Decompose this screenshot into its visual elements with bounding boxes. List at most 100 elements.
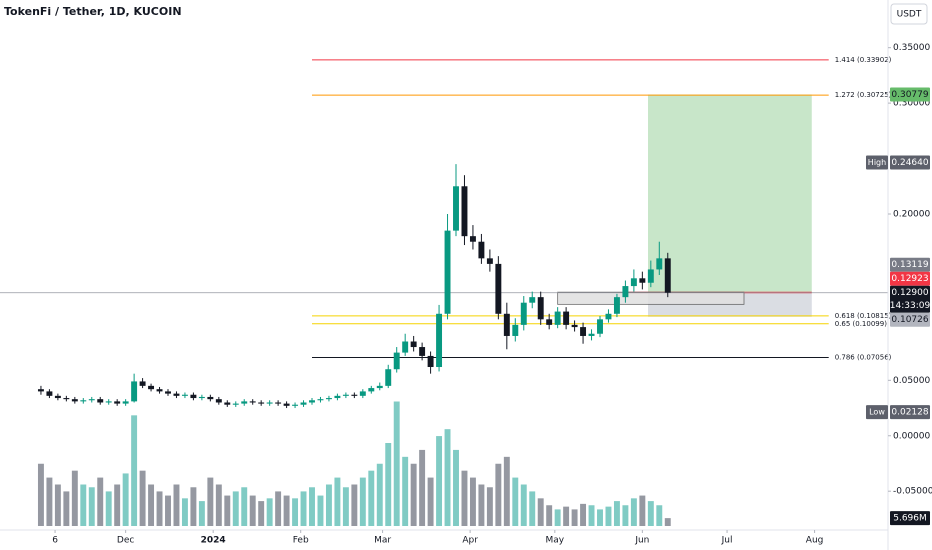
candle-body	[605, 313, 612, 320]
volume-bar	[546, 505, 553, 526]
candle-body	[241, 401, 248, 404]
x-tick-label: Dec	[117, 536, 134, 546]
volume-bar	[114, 484, 121, 526]
volume-bar	[486, 487, 493, 526]
candle-body	[215, 399, 222, 403]
candle-body	[393, 352, 400, 370]
fib-label: 0.65 (0.10099)	[835, 320, 887, 328]
currency-label[interactable]: USDT	[897, 10, 922, 20]
volume-bar	[571, 509, 578, 526]
volume-bar	[309, 487, 315, 526]
candle-body	[486, 258, 493, 264]
fib-label: 0.618 (0.10815)	[835, 312, 892, 320]
volume-label-box	[890, 511, 930, 526]
candle-body	[71, 399, 78, 402]
candle-body	[664, 258, 671, 293]
candle-body	[292, 404, 299, 406]
candle-body	[469, 236, 476, 242]
candle-body	[131, 381, 138, 402]
currency-button[interactable]	[890, 3, 928, 25]
volume-bar	[181, 498, 188, 526]
candle-body	[630, 278, 637, 287]
y-tick-label: 0.20000	[893, 209, 930, 219]
candle-body	[309, 400, 315, 403]
volume-bar	[224, 495, 231, 526]
candle-body	[139, 381, 146, 386]
volume-bar	[325, 484, 332, 526]
volume-bar	[647, 501, 654, 526]
volume-bar	[165, 495, 171, 526]
candle-body	[461, 186, 468, 237]
fib-label: 1.272 (0.30725)	[835, 91, 892, 99]
volume-bar	[393, 401, 400, 526]
candle-body	[554, 311, 561, 325]
volume-bar	[385, 443, 392, 526]
candle-body	[46, 391, 53, 396]
y-tick-label: 0.05000	[893, 376, 930, 386]
volume-bar	[613, 501, 620, 526]
volume-bar	[529, 491, 536, 526]
volume-bar	[537, 498, 544, 526]
candle-body	[495, 263, 502, 314]
y-tick-label: 0.35000	[893, 43, 930, 53]
candle-body	[173, 393, 180, 396]
volume-bar	[334, 477, 341, 526]
candle-body	[639, 278, 646, 283]
x-tick-label: 6	[52, 536, 58, 546]
fib-label: 0.786 (0.07056)	[835, 354, 892, 362]
volume-bar	[563, 506, 570, 526]
volume-bar	[580, 503, 587, 526]
volume-bar	[148, 484, 155, 526]
volume-bar	[88, 487, 95, 526]
price-label-box	[890, 87, 930, 102]
volume-bar	[410, 463, 417, 526]
price-label: 0.12923	[891, 274, 928, 284]
volume-bar	[478, 484, 485, 526]
volume-bar	[427, 477, 434, 526]
candle-body	[478, 241, 485, 259]
volume-bar	[622, 505, 629, 526]
candle-body	[580, 327, 587, 336]
candle-body	[385, 369, 392, 386]
price-label: 0.02128	[891, 408, 928, 418]
candle-body	[148, 385, 155, 390]
candle-body	[232, 403, 239, 405]
price-label-box	[890, 257, 930, 272]
candle-body	[334, 395, 341, 399]
volume-bar	[283, 495, 290, 526]
candle-body	[419, 347, 426, 356]
volume-bar	[351, 484, 358, 526]
price-label: 0.12900	[891, 288, 928, 298]
volume-bar	[495, 463, 502, 526]
volume-bar	[258, 501, 265, 526]
candle-body	[613, 297, 620, 314]
candle-body	[520, 302, 527, 325]
volume-bar	[639, 495, 646, 526]
volume-bar	[80, 484, 87, 526]
x-tick-label: Feb	[293, 536, 309, 546]
candle-body	[275, 402, 282, 404]
candle-body	[588, 333, 595, 336]
volume-bar	[241, 487, 248, 526]
candle-body	[105, 401, 112, 403]
volume-bar	[444, 429, 451, 526]
candle-body	[563, 311, 570, 325]
price-label-box	[890, 285, 930, 313]
candle-body	[198, 396, 205, 399]
volume-bar	[503, 456, 510, 526]
volume-bar	[453, 449, 459, 526]
volume-bar	[461, 470, 468, 526]
volume-bar	[292, 498, 299, 526]
price-label-box	[890, 271, 930, 286]
volume-bar	[605, 506, 612, 526]
volume-bar	[105, 491, 112, 526]
volume-bar	[122, 473, 129, 526]
candle-body	[122, 401, 129, 404]
candle-body	[597, 319, 603, 334]
axis-labels: 0.35000 0.30000 0.20000 0.05000 0.00000 -0.05…	[52, 43, 932, 545]
candle-body	[571, 324, 578, 328]
candle-body	[249, 401, 256, 403]
candle-body	[80, 400, 87, 402]
price-name: High	[868, 158, 886, 167]
